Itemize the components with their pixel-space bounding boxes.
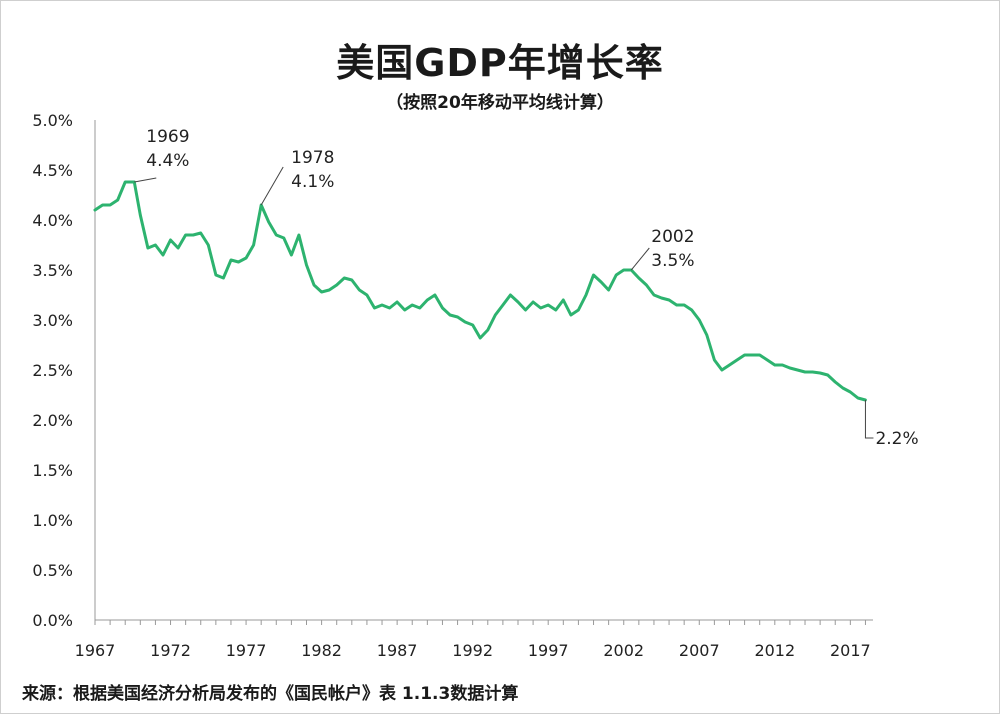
- x-tick-label: 1997: [528, 641, 569, 660]
- source-note: 来源：根据美国经济分析局发布的《国民帐户》表 1.1.3数据计算: [22, 684, 519, 704]
- x-tick-label: 1977: [226, 641, 267, 660]
- annotation-value-1978: 4.1%: [291, 172, 334, 192]
- leader-line-1978: [260, 166, 284, 206]
- x-tick-label: 2002: [603, 641, 644, 660]
- y-tick-label: 0.5%: [32, 561, 73, 580]
- leader-line-end: [864, 400, 874, 439]
- x-tick-label: 1982: [301, 641, 342, 660]
- x-tick-label: 2017: [830, 641, 871, 660]
- y-tick-label: 4.0%: [32, 211, 73, 230]
- x-tick-label: 2007: [679, 641, 720, 660]
- x-tick-label: 1967: [75, 641, 116, 660]
- annotations: 1969 4.4% 1978 4.1% 2002 3.5% 2.2%: [134, 127, 919, 449]
- x-tick-label: 2012: [754, 641, 795, 660]
- y-tick-label: 5.0%: [32, 111, 73, 130]
- chart-title: 美国GDP年增长率: [336, 41, 664, 85]
- y-tick-label: 2.5%: [32, 361, 73, 380]
- y-tick-label: 1.0%: [32, 511, 73, 530]
- x-tick-label: 1972: [150, 641, 191, 660]
- annotation-year-1978: 1978: [291, 148, 334, 168]
- leader-line-1969: [134, 177, 157, 183]
- chart-subtitle: （按照20年移动平均线计算）: [386, 93, 614, 113]
- x-tick-label: 1992: [452, 641, 493, 660]
- annotation-year-2002: 2002: [651, 227, 694, 247]
- annotation-year-1969: 1969: [146, 127, 189, 147]
- annotation-value-end: 2.2%: [875, 429, 918, 449]
- annotation-value-1969: 4.4%: [146, 151, 189, 171]
- y-tick-label: 2.0%: [32, 411, 73, 430]
- y-tick-label: 0.0%: [32, 611, 73, 630]
- x-tick-label: 1987: [377, 641, 418, 660]
- y-tick-label: 3.0%: [32, 311, 73, 330]
- axes: 0.0% 0.5% 1.0% 1.5% 2.0% 2.5% 3.0% 3.5% 4.0% 4.5%…: [32, 111, 873, 660]
- y-tick-label: 1.5%: [32, 461, 73, 480]
- series-line: [93, 180, 867, 402]
- series-lines: [93, 180, 867, 402]
- annotation-value-2002: 3.5%: [651, 251, 694, 271]
- leader-line-2002: [630, 247, 650, 271]
- y-tick-label: 4.5%: [32, 161, 73, 180]
- y-tick-label: 3.5%: [32, 261, 73, 280]
